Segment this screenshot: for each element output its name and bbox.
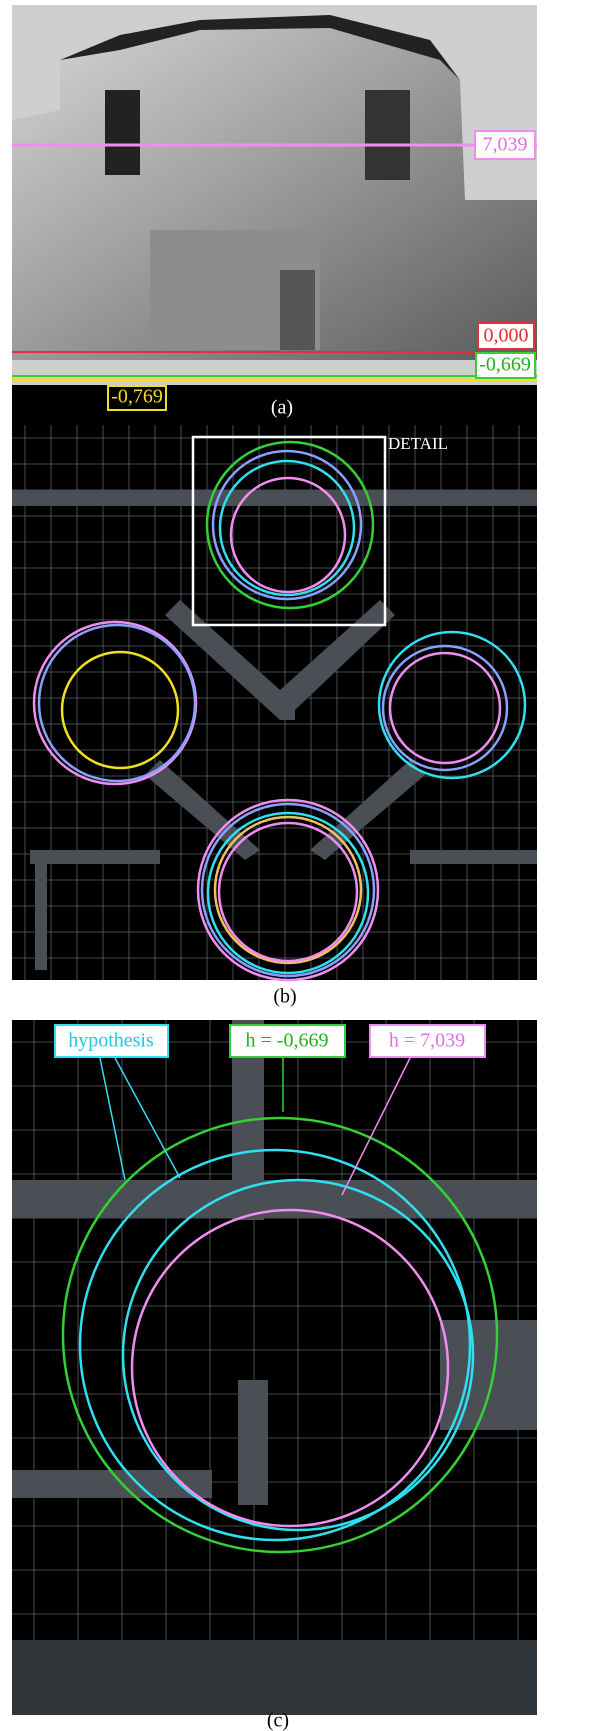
level-label: -0,669 (479, 354, 531, 376)
panel-c: hypothesis h = -0,669 h = 7,039 (c) (12, 1020, 537, 1731)
detail-label: DETAIL (388, 434, 448, 453)
panel-b: DETAIL (b) (12, 425, 537, 1008)
wall (12, 1640, 537, 1715)
wall (440, 1320, 537, 1430)
level-label: -0,769 (111, 386, 163, 408)
annotation: h = -0,669 (246, 1030, 329, 1052)
caption: (a) (271, 397, 293, 419)
wall (35, 860, 47, 970)
panel-a: 7,039 0,000 -0,669 -0,769 (a) (12, 5, 537, 425)
annotation: h = 7,039 (389, 1030, 465, 1052)
window (365, 90, 410, 180)
caption: (c) (267, 1710, 289, 1731)
wall (410, 850, 537, 864)
wall (30, 850, 160, 864)
page: {"panel_a": {"level_high": "7,039", "lev… (0, 0, 591, 1731)
window (105, 90, 140, 175)
wall (238, 1380, 268, 1505)
level-label: 0,000 (484, 325, 529, 347)
wall (12, 490, 537, 506)
caption: (b) (273, 986, 296, 1008)
level-label: 7,039 (483, 134, 528, 156)
annotation: hypothesis (68, 1030, 154, 1052)
doorway (280, 270, 315, 350)
figure: 7,039 0,000 -0,669 -0,769 (a) (0, 0, 591, 1731)
